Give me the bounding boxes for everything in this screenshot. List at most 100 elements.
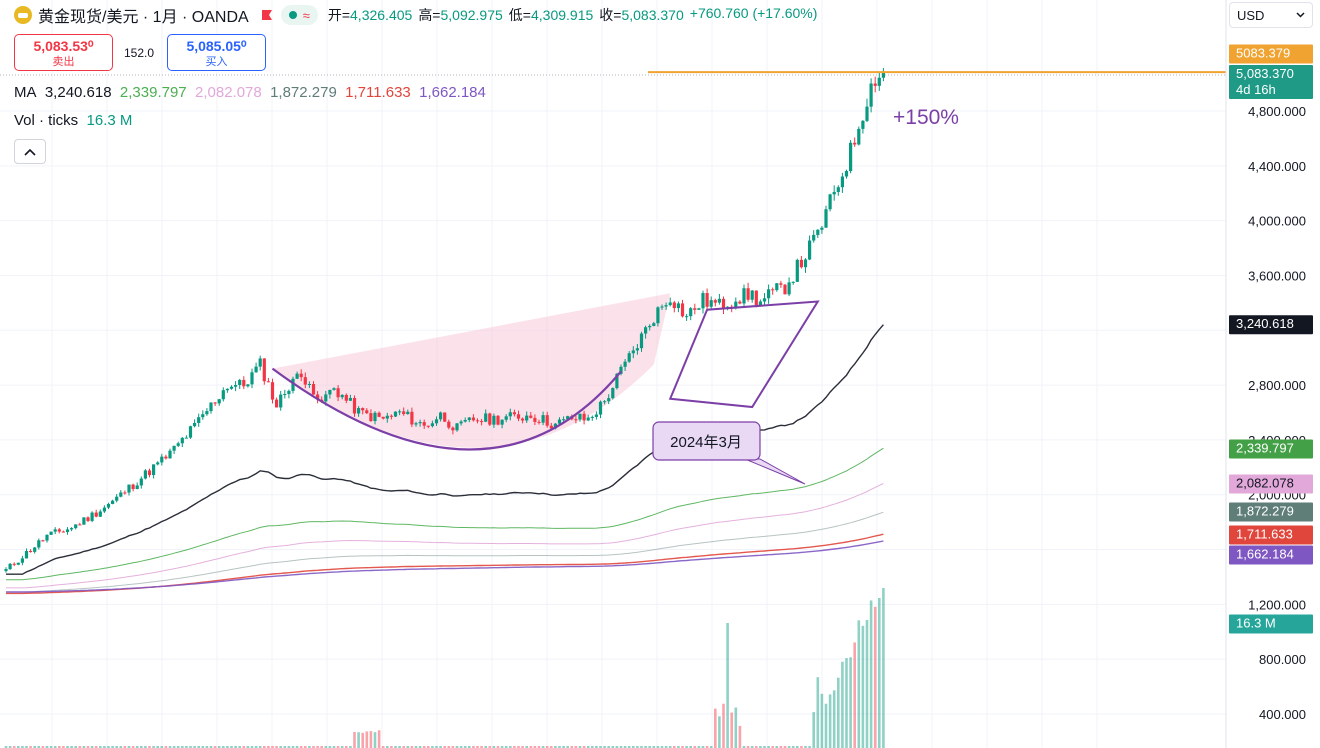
candle: [258, 358, 262, 367]
candle: [111, 500, 115, 504]
volume-bar: [66, 746, 69, 748]
volume-bar: [123, 746, 127, 748]
volume-bar: [738, 725, 742, 748]
volume-bar: [861, 625, 865, 748]
buy-price: 5,085.05⁰: [186, 38, 247, 54]
candle: [512, 412, 516, 415]
volume-bars: [4, 588, 885, 748]
candle: [348, 398, 352, 401]
candle: [713, 300, 717, 303]
flag-icon[interactable]: [261, 9, 273, 21]
candle: [29, 551, 33, 553]
candles: [4, 67, 885, 573]
volume-bar: [250, 746, 254, 748]
candle: [553, 423, 557, 429]
market-status[interactable]: ≈: [280, 5, 318, 25]
volume-bar: [217, 746, 221, 748]
ma-badge-text: 2,082.078: [1236, 476, 1294, 491]
volume-bar: [234, 746, 237, 748]
volume-bar: [652, 746, 656, 748]
market-open-dot-icon: [288, 11, 297, 19]
sell-button[interactable]: 5,083.53⁰ 卖出: [14, 34, 113, 71]
volume-bar: [160, 746, 164, 748]
volume-bar: [17, 746, 20, 748]
candle: [783, 284, 787, 295]
candle: [668, 302, 672, 306]
volume-bar: [271, 746, 274, 748]
candle: [152, 464, 156, 476]
ma-badge: 1,662.184: [1229, 545, 1313, 565]
volume-bar: [685, 746, 688, 748]
candle: [762, 298, 767, 302]
candle: [865, 106, 869, 121]
volume-bar: [193, 746, 196, 748]
volume-bar: [783, 746, 787, 748]
candle: [828, 194, 832, 210]
candle: [463, 420, 467, 422]
volume-bar: [209, 746, 213, 748]
candle: [168, 450, 172, 459]
candle: [254, 366, 258, 373]
candle: [652, 323, 656, 326]
volume-bar: [246, 746, 250, 748]
volume-bar: [767, 746, 770, 748]
ma-legend[interactable]: MA 3,240.618 2,339.797 2,082.078 1,872.2…: [14, 84, 486, 101]
volume-bar: [595, 746, 598, 748]
ma-value-6: 1,662.184: [419, 84, 486, 101]
candle: [816, 229, 820, 235]
candle: [504, 416, 508, 420]
gold-symbol-icon: [14, 6, 32, 24]
volume-bar: [521, 746, 524, 748]
candle: [357, 408, 361, 414]
volume-bar: [664, 746, 668, 748]
candle: [541, 415, 545, 423]
candle: [172, 445, 176, 451]
candle: [795, 259, 799, 282]
candle: [475, 420, 480, 422]
volume-bar: [267, 746, 270, 748]
candle: [74, 524, 78, 529]
candle: [303, 377, 307, 385]
volume-bar: [291, 746, 295, 748]
ma-value-5: 1,711.633: [345, 84, 411, 101]
volume-legend[interactable]: Vol · ticks 16.3 M: [14, 112, 132, 129]
volume-bar: [775, 746, 779, 748]
candle: [656, 307, 660, 324]
candle: [578, 413, 582, 420]
ma-badge-bg: [1229, 474, 1313, 494]
buy-button[interactable]: 5,085.05⁰ 买入: [167, 34, 266, 71]
volume-bar: [750, 746, 754, 748]
symbol-title[interactable]: 黄金现货/美元 · 1月 · OANDA: [38, 9, 249, 26]
volume-bar: [201, 746, 205, 748]
volume-bar: [304, 746, 307, 748]
candle: [697, 308, 701, 310]
volume-bar: [513, 746, 516, 748]
volume-bar: [386, 746, 389, 748]
currency-select[interactable]: USD: [1229, 2, 1313, 28]
volume-bar: [517, 746, 520, 748]
ma-badge-bg: [1229, 439, 1313, 459]
volume-bar: [320, 746, 323, 748]
cup-curve: [271, 367, 622, 451]
callout-box: [652, 421, 761, 461]
volume-bar: [12, 746, 16, 748]
volume-bar: [176, 746, 180, 748]
candle: [455, 423, 459, 431]
volume-bar: [37, 746, 41, 748]
volume-bar: [808, 746, 811, 748]
ma-badge-text: 1,662.184: [1236, 547, 1294, 562]
candle: [78, 524, 82, 526]
volume-bar: [189, 746, 192, 748]
volume-bar: [882, 588, 885, 748]
candle: [229, 386, 234, 389]
high-value: 5,092.975: [440, 7, 503, 23]
change-value: +760.760 (+17.60%): [689, 5, 818, 21]
gain-annotation: +150%: [893, 106, 959, 129]
y-tick-label: 3,600.000: [1248, 268, 1306, 283]
candle: [516, 414, 521, 419]
collapse-legend-button[interactable]: [14, 139, 46, 164]
volume-bar: [439, 746, 442, 748]
candle: [734, 301, 738, 307]
candle: [701, 293, 705, 309]
